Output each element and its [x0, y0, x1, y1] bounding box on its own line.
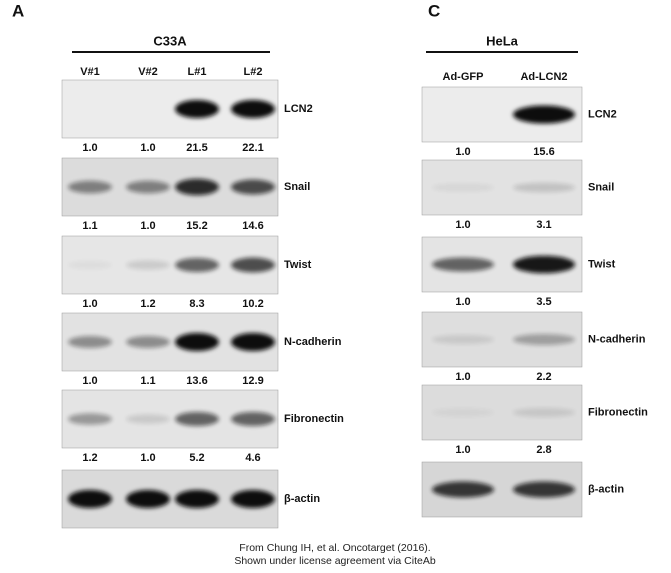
- quantification: 21.5: [186, 142, 207, 154]
- band: [68, 180, 112, 194]
- blot-label: N-cadherin: [284, 336, 342, 348]
- quantification: 10.2: [242, 298, 263, 310]
- quantification: 1.2: [82, 452, 97, 464]
- blot-label: β-actin: [588, 483, 624, 495]
- band: [432, 481, 494, 498]
- band: [513, 481, 575, 498]
- quantification: 1.0: [82, 375, 97, 387]
- band: [513, 105, 575, 124]
- band: [513, 255, 575, 274]
- band: [231, 257, 275, 273]
- band: [175, 178, 219, 196]
- lane-label: L#2: [244, 66, 263, 78]
- band: [432, 257, 494, 272]
- blot-label: Fibronectin: [284, 413, 344, 425]
- lane-label: L#1: [188, 66, 207, 78]
- quantification: 1.0: [140, 452, 155, 464]
- quantification: 12.9: [242, 375, 263, 387]
- band: [175, 100, 219, 118]
- quantification: 1.0: [455, 444, 470, 456]
- blot-label: LCN2: [588, 108, 617, 120]
- quantification: 1.0: [455, 296, 470, 308]
- quantification: 22.1: [242, 142, 263, 154]
- band: [513, 408, 575, 417]
- quantification: 1.0: [140, 142, 155, 154]
- footer-line: Shown under license agreement via CiteAb: [234, 555, 436, 567]
- lane-label: V#1: [80, 66, 100, 78]
- band: [231, 333, 275, 351]
- band: [126, 180, 170, 194]
- band: [432, 335, 494, 344]
- band: [231, 490, 275, 508]
- quantification: 14.6: [242, 220, 263, 232]
- quantification: 3.1: [536, 219, 551, 231]
- band: [432, 408, 494, 417]
- band: [175, 412, 219, 426]
- band: [231, 412, 275, 426]
- quantification: 5.2: [189, 452, 204, 464]
- band: [126, 260, 170, 270]
- blot-label: LCN2: [284, 103, 313, 115]
- band: [68, 490, 112, 508]
- lane-label: Ad-GFP: [443, 71, 484, 83]
- quantification: 1.0: [140, 220, 155, 232]
- blot-label: Snail: [284, 181, 310, 193]
- blot-label: Twist: [588, 258, 616, 270]
- quantification: 1.0: [455, 146, 470, 158]
- quantification: 8.3: [189, 298, 204, 310]
- band: [126, 490, 170, 508]
- band: [175, 333, 219, 351]
- quantification: 13.6: [186, 375, 207, 387]
- quantification: 2.8: [536, 444, 551, 456]
- lane-label: V#2: [138, 66, 158, 78]
- quantification: 3.5: [536, 296, 551, 308]
- band: [126, 414, 170, 424]
- quantification: 1.1: [140, 375, 155, 387]
- quantification: 1.0: [82, 298, 97, 310]
- band: [513, 182, 575, 193]
- band: [175, 490, 219, 508]
- quantification: 4.6: [245, 452, 260, 464]
- band: [231, 100, 275, 118]
- band: [231, 179, 275, 195]
- quantification: 2.2: [536, 371, 551, 383]
- quantification: 15.6: [533, 146, 554, 158]
- band: [126, 336, 170, 348]
- blot-label: β-actin: [284, 493, 320, 505]
- cell-line: HeLa: [486, 33, 519, 48]
- band: [513, 334, 575, 345]
- band: [68, 336, 112, 348]
- panel-letter: A: [12, 1, 24, 20]
- cell-line: C33A: [153, 33, 187, 48]
- band: [432, 183, 494, 192]
- band: [68, 413, 112, 425]
- lane-label: Ad-LCN2: [520, 71, 567, 83]
- band: [175, 258, 219, 272]
- blot-label: Twist: [284, 259, 312, 271]
- quantification: 1.1: [82, 220, 97, 232]
- quantification: 1.0: [82, 142, 97, 154]
- band: [68, 260, 112, 270]
- quantification: 1.2: [140, 298, 155, 310]
- blot-label: Fibronectin: [588, 406, 648, 418]
- quantification: 15.2: [186, 220, 207, 232]
- blot-label: N-cadherin: [588, 333, 646, 345]
- footer-line: From Chung IH, et al. Oncotarget (2016).: [239, 542, 430, 554]
- quantification: 1.0: [455, 219, 470, 231]
- quantification: 1.0: [455, 371, 470, 383]
- panel-letter: C: [428, 1, 440, 20]
- blot-label: Snail: [588, 181, 614, 193]
